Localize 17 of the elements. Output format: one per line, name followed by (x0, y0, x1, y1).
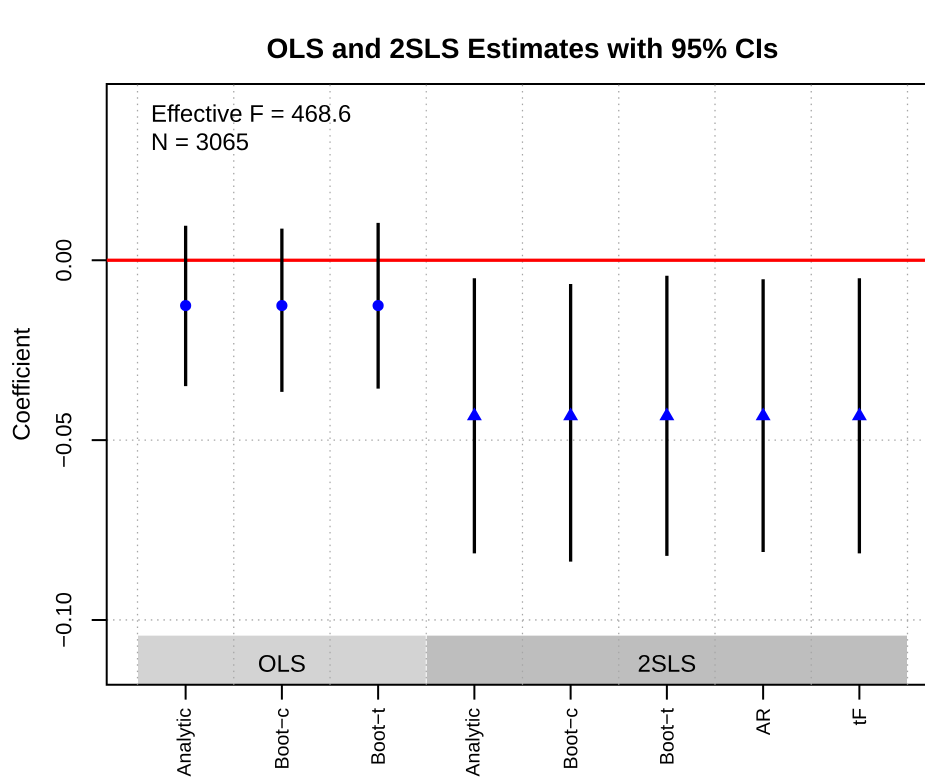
annotation: OLS (259, 654, 305, 672)
chart-title: OLS and 2SLS Estimates with 95% CIs (268, 38, 778, 58)
x-tick-label: Analytic (465, 708, 484, 777)
annotation: 2SLS (638, 654, 696, 672)
x-tick-label: tF (852, 708, 866, 726)
x-tick-label: Boot−t (660, 708, 674, 764)
annotation: N = 3065 (152, 133, 248, 150)
x-tick-label: Boot−t (371, 708, 385, 764)
x-tick-label: Boot−c (564, 708, 578, 768)
y-tick-label: −0.05 (56, 413, 72, 467)
x-tick-label: Boot−c (275, 708, 289, 768)
y-tick-label: 0.00 (56, 240, 72, 281)
x-tick-label: Analytic (176, 708, 195, 777)
annotation: Effective F = 468.6 (152, 104, 350, 122)
x-tick-label: AR (756, 708, 770, 736)
y-axis-title: Coefficient (12, 328, 30, 440)
y-tick-label: −0.10 (56, 592, 72, 647)
